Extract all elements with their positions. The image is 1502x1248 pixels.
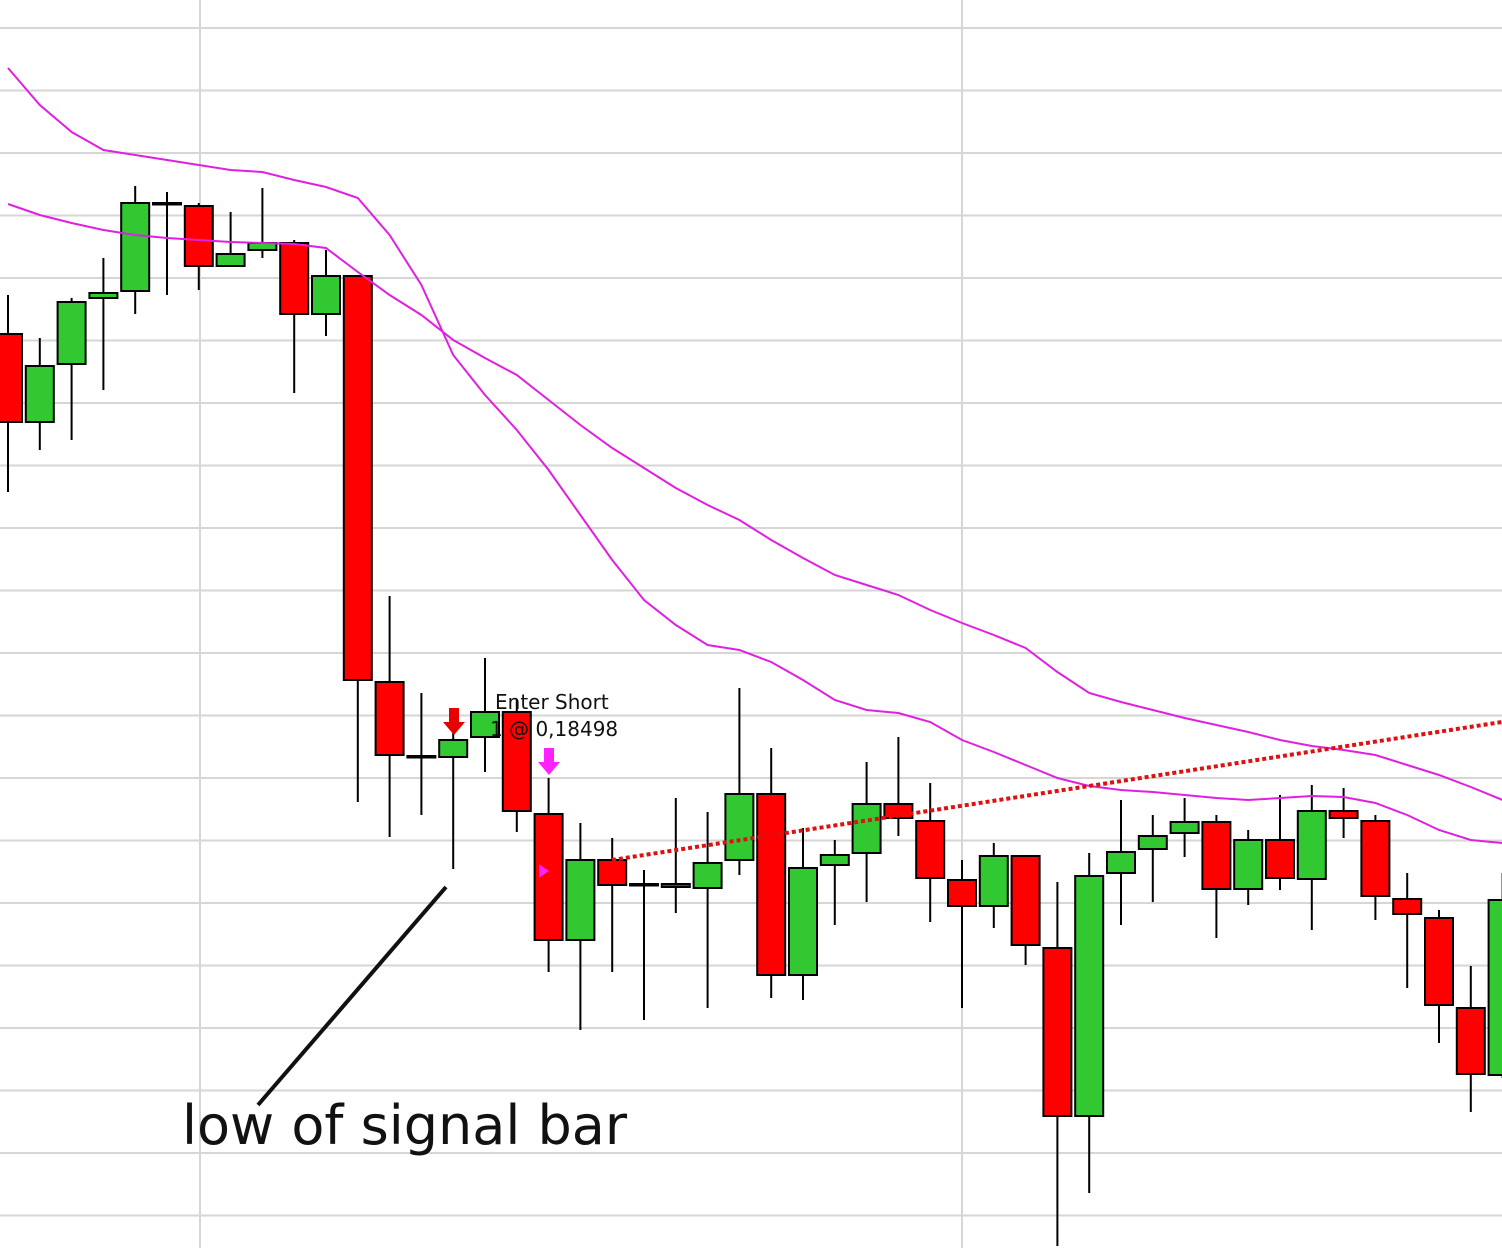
candle-body	[692, 862, 723, 889]
candle-body	[1137, 835, 1168, 850]
candle-body	[629, 883, 659, 887]
candle-body	[756, 793, 787, 976]
entry-arrow	[538, 748, 560, 775]
candle-body	[819, 854, 850, 866]
candle-body	[1392, 898, 1423, 915]
candle-body	[279, 242, 310, 315]
candle-body	[470, 711, 500, 738]
candle-body	[851, 803, 882, 854]
candles	[0, 186, 1502, 1246]
candle-body	[597, 859, 628, 886]
candle-body	[565, 859, 596, 941]
candle-body	[978, 855, 1009, 907]
candle-body	[1265, 839, 1295, 879]
candle-body	[88, 292, 119, 299]
signal-arrow	[443, 708, 465, 735]
candle-body	[1042, 947, 1073, 1117]
candle-body	[1201, 821, 1232, 890]
annotation-text: low of signal bar	[182, 1094, 628, 1157]
candle-body	[56, 301, 87, 365]
candle-body	[342, 275, 373, 681]
candle-body	[1328, 810, 1359, 819]
candle-body	[1010, 855, 1041, 946]
candle-body	[120, 202, 151, 292]
candle-body	[0, 333, 23, 423]
candle-body	[215, 253, 246, 267]
entry-label: 1 @ 0,18498	[490, 717, 618, 741]
candle-body	[1455, 1007, 1486, 1075]
candle-body	[24, 365, 55, 423]
moving-average	[7, 203, 1502, 801]
candle-body	[660, 883, 691, 888]
candle-body	[406, 755, 437, 759]
candle-body	[1169, 821, 1200, 834]
candle-body	[1296, 810, 1327, 880]
candle-body	[501, 711, 532, 812]
moving-average	[7, 67, 1502, 844]
trend-line	[611, 720, 1502, 862]
candle-body	[533, 813, 564, 941]
candle-body	[915, 820, 946, 879]
candle-body	[1106, 851, 1136, 874]
candle-body	[1074, 875, 1105, 1117]
candle-body	[724, 793, 755, 861]
candle-body	[788, 867, 818, 976]
candle-body	[1233, 839, 1264, 890]
entry-marker	[539, 864, 549, 878]
candle-body	[438, 739, 469, 758]
candle-body	[1487, 899, 1502, 1076]
candle-body	[1424, 917, 1454, 1006]
candle-body	[1360, 820, 1391, 897]
candle-body	[152, 202, 182, 206]
candle-body	[311, 275, 341, 315]
entry-title: Enter Short	[495, 690, 609, 714]
candle-body	[183, 205, 214, 267]
candle-body	[947, 879, 977, 907]
annotation-pointer	[256, 885, 448, 1107]
candle-body	[374, 681, 405, 756]
moving-averages	[7, 67, 1502, 844]
